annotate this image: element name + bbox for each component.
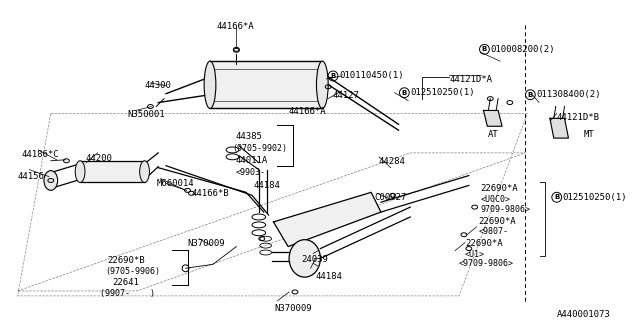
Text: 011308400(2): 011308400(2)	[536, 90, 601, 99]
Text: 44166*A: 44166*A	[217, 22, 255, 31]
Polygon shape	[483, 110, 502, 126]
Ellipse shape	[316, 61, 328, 108]
Text: N350001: N350001	[127, 110, 164, 119]
Text: AT: AT	[488, 130, 498, 139]
Text: <U1>: <U1>	[465, 250, 485, 259]
Text: <9709-9806>: <9709-9806>	[459, 260, 514, 268]
Text: N370009: N370009	[188, 239, 225, 248]
Text: 010110450(1): 010110450(1)	[339, 71, 403, 80]
Text: N370009: N370009	[275, 304, 312, 313]
Text: 012510250(1): 012510250(1)	[410, 88, 475, 97]
Text: 22690*B: 22690*B	[108, 256, 145, 266]
Ellipse shape	[204, 61, 216, 108]
Text: 44011A: 44011A	[236, 156, 268, 165]
Text: 44121D*B: 44121D*B	[557, 113, 600, 123]
Text: 24039: 24039	[301, 255, 328, 264]
Text: MT: MT	[584, 130, 595, 139]
Text: 22690*A: 22690*A	[481, 184, 518, 194]
Text: 44186*C: 44186*C	[22, 150, 59, 159]
Text: 44284: 44284	[379, 157, 406, 166]
Polygon shape	[273, 192, 381, 247]
Ellipse shape	[140, 161, 149, 182]
Text: A440001073: A440001073	[557, 310, 611, 319]
Text: <U0C0>: <U0C0>	[481, 195, 511, 204]
Text: 44166*A: 44166*A	[288, 107, 326, 116]
Text: 22690*A: 22690*A	[479, 217, 516, 226]
Text: 44385: 44385	[236, 132, 262, 141]
Text: 44300: 44300	[145, 81, 172, 90]
Text: 44184: 44184	[316, 272, 342, 281]
Polygon shape	[80, 161, 145, 182]
Text: B: B	[554, 194, 559, 200]
Ellipse shape	[44, 171, 58, 190]
Text: B: B	[402, 90, 407, 96]
Text: B: B	[330, 73, 336, 79]
Text: (9907-    ): (9907- )	[100, 289, 155, 298]
Text: 9709-9806>: 9709-9806>	[481, 205, 531, 214]
Text: 44121D*A: 44121D*A	[449, 75, 492, 84]
Text: C00927: C00927	[374, 193, 406, 202]
Polygon shape	[210, 61, 323, 108]
Text: 44156: 44156	[17, 172, 44, 180]
Ellipse shape	[76, 161, 85, 182]
Text: 44184: 44184	[254, 181, 281, 190]
Ellipse shape	[289, 240, 321, 277]
Text: 44127: 44127	[332, 91, 359, 100]
Text: 22641: 22641	[113, 278, 139, 287]
Text: M660014: M660014	[156, 179, 194, 188]
Text: 44166*B: 44166*B	[191, 189, 229, 198]
Text: 44200: 44200	[86, 154, 113, 163]
Text: 012510250(1): 012510250(1)	[563, 193, 627, 202]
Text: 010008200(2): 010008200(2)	[490, 45, 555, 54]
Text: B: B	[528, 92, 533, 98]
Text: <9807-: <9807-	[479, 227, 509, 236]
Text: <9903-: <9903-	[236, 168, 266, 177]
Text: 22690*A: 22690*A	[465, 239, 502, 248]
Polygon shape	[550, 118, 568, 138]
Text: (9705-9906): (9705-9906)	[106, 267, 161, 276]
Text: B: B	[482, 46, 487, 52]
Text: (9705-9902): (9705-9902)	[232, 144, 287, 153]
